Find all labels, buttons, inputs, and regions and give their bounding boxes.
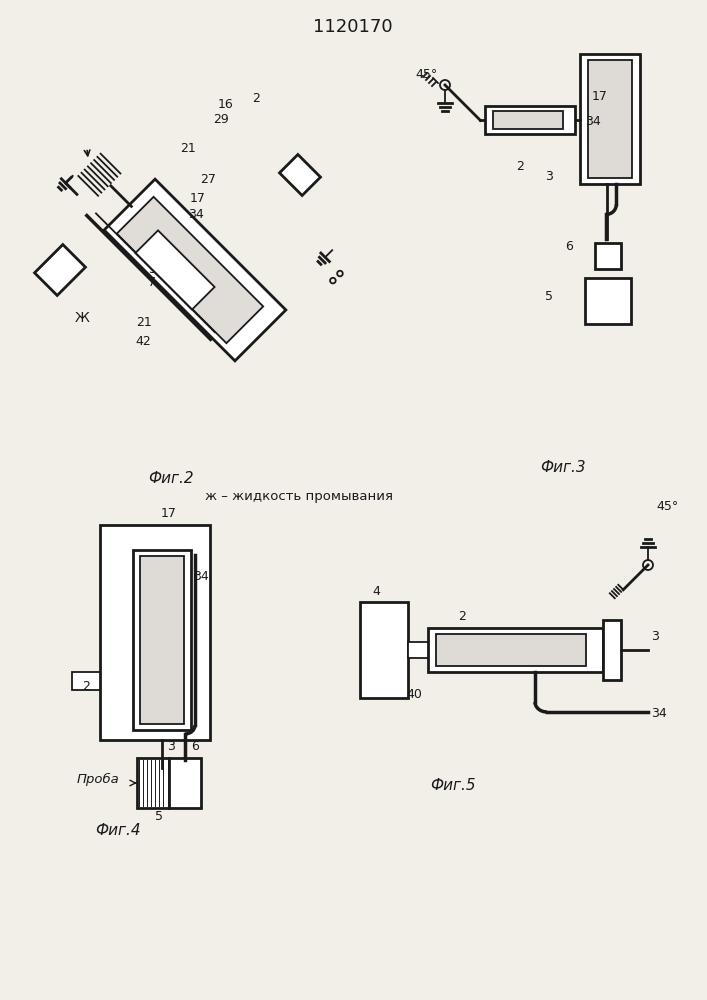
Text: Фиг.4: Фиг.4	[95, 823, 141, 838]
Polygon shape	[279, 154, 320, 196]
Text: 3: 3	[148, 263, 156, 276]
Text: 45°: 45°	[656, 500, 678, 513]
Text: 41: 41	[156, 245, 172, 258]
Text: 5: 5	[155, 810, 163, 823]
Bar	[603, 620, 621, 680]
Text: 2: 2	[516, 160, 524, 173]
Text: 34: 34	[585, 115, 601, 128]
Bar	[485, 106, 575, 134]
Text: 3: 3	[651, 630, 659, 643]
Polygon shape	[35, 245, 86, 295]
Text: 21: 21	[136, 316, 152, 329]
Bar	[360, 602, 408, 698]
Text: 34: 34	[188, 208, 204, 221]
Bar	[137, 758, 169, 808]
Bar	[100, 525, 210, 740]
Text: Фиг.5: Фиг.5	[430, 778, 476, 793]
Bar	[408, 642, 428, 658]
Text: 6: 6	[191, 740, 199, 753]
Text: Ж: Ж	[75, 311, 90, 325]
Text: 1120170: 1120170	[313, 18, 393, 36]
Text: 2: 2	[82, 680, 90, 693]
Text: 6: 6	[565, 240, 573, 253]
Text: 2: 2	[252, 92, 260, 105]
Polygon shape	[136, 230, 215, 310]
Text: Фиг.2: Фиг.2	[148, 471, 194, 486]
Text: 3: 3	[167, 740, 175, 753]
Text: ж – жидкость промывания: ж – жидкость промывания	[205, 490, 393, 503]
Text: 3: 3	[545, 170, 553, 183]
Bar	[428, 628, 603, 672]
Text: 5: 5	[545, 290, 553, 303]
Polygon shape	[117, 197, 263, 343]
Text: 34: 34	[651, 707, 667, 720]
Bar	[585, 278, 631, 324]
Bar	[595, 243, 621, 269]
Bar	[169, 758, 201, 808]
Bar	[588, 60, 632, 178]
Bar	[493, 111, 563, 129]
Text: 17: 17	[190, 192, 206, 205]
Text: Проба: Проба	[77, 773, 119, 786]
Text: 7: 7	[148, 276, 156, 289]
Bar	[436, 634, 586, 666]
Text: 16: 16	[218, 98, 234, 111]
Text: 17: 17	[161, 507, 177, 520]
Text: 4: 4	[372, 585, 380, 598]
Text: 21: 21	[180, 142, 196, 155]
Bar	[133, 550, 191, 730]
Text: 29: 29	[213, 113, 229, 126]
Text: 2: 2	[458, 610, 466, 623]
Bar	[72, 672, 100, 690]
Text: 40: 40	[406, 688, 422, 701]
Bar	[580, 54, 641, 184]
Text: 27: 27	[200, 173, 216, 186]
Text: Фиг.3: Фиг.3	[540, 460, 585, 475]
Polygon shape	[104, 179, 286, 361]
Bar	[140, 556, 184, 724]
Text: 45°: 45°	[415, 68, 437, 81]
Text: 42: 42	[135, 335, 151, 348]
Text: 17: 17	[592, 90, 608, 103]
Text: 34: 34	[193, 570, 209, 583]
